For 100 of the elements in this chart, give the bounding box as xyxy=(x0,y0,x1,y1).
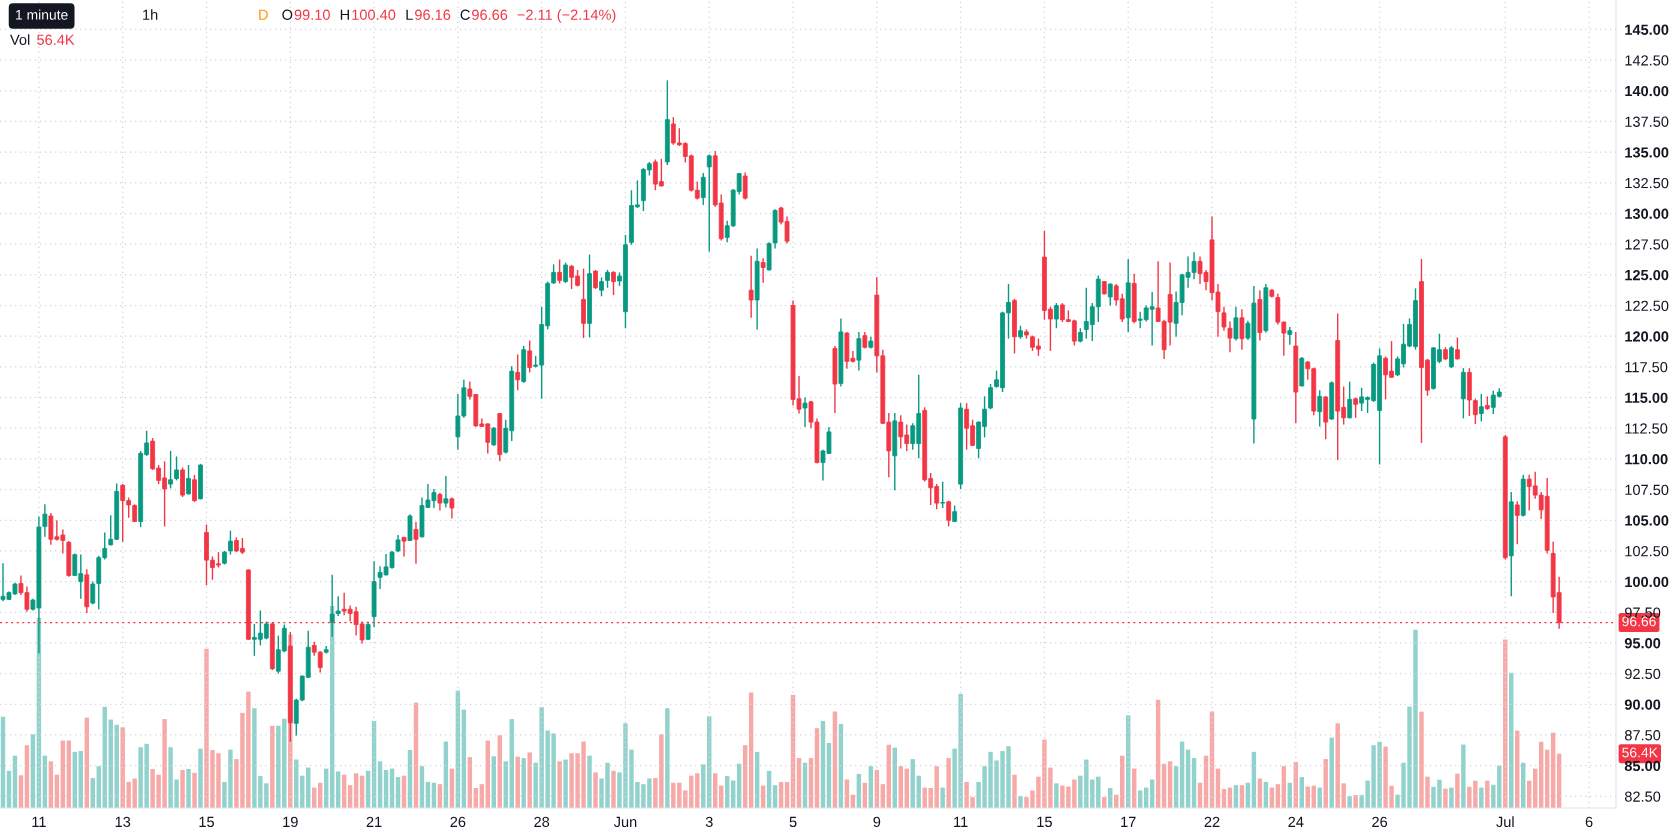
x-tick-label: Jun xyxy=(613,816,637,828)
candlestick xyxy=(946,499,952,528)
y-tick-label: 115.00 xyxy=(1625,392,1668,403)
candlestick xyxy=(1233,306,1239,342)
bar xyxy=(557,761,562,808)
x-tick-label: 19 xyxy=(283,816,298,828)
bar xyxy=(587,755,592,808)
y-tick-label: 132.50 xyxy=(1625,177,1669,189)
y-tick-label: 85.00 xyxy=(1624,760,1661,772)
annotation: C xyxy=(460,9,470,20)
candlestick xyxy=(581,268,586,339)
candlestick xyxy=(192,474,197,503)
bar xyxy=(192,772,197,808)
x-tick-label: 3 xyxy=(705,816,713,828)
x-tick-label: 9 xyxy=(873,816,881,828)
candlestick xyxy=(1514,500,1520,545)
candlestick xyxy=(563,261,568,284)
bar xyxy=(180,770,185,808)
x-tick-label: 6 xyxy=(1585,816,1593,828)
candlestick xyxy=(611,270,616,296)
candlestick xyxy=(802,396,808,428)
y-tick-label: 92.50 xyxy=(1625,668,1661,680)
y-tick-label: 137.50 xyxy=(1625,116,1669,127)
y-tick-label: 135.00 xyxy=(1625,147,1669,158)
annotation: L xyxy=(406,9,413,20)
candlestick xyxy=(742,171,748,201)
x-tick-label: 5 xyxy=(789,816,797,828)
y-tick-label: 122.50 xyxy=(1625,300,1669,311)
x-tick-label: 28 xyxy=(534,816,550,828)
candlestick xyxy=(186,464,191,496)
bar xyxy=(527,752,532,808)
ref-line-label: 96.66 xyxy=(1622,616,1656,627)
y-tick-label: 105.00 xyxy=(1625,515,1669,526)
bar xyxy=(270,725,275,808)
candlestick xyxy=(491,426,497,447)
y-tick-label: 102.50 xyxy=(1625,546,1669,557)
y-tick-label: 100.00 xyxy=(1625,576,1669,588)
y-tick-label: 125.00 xyxy=(1625,269,1669,281)
annotation: 96.66 xyxy=(472,9,508,20)
y-tick-label: 145.00 xyxy=(1625,24,1669,35)
bar xyxy=(1018,796,1023,808)
bar xyxy=(1485,780,1490,808)
candlestick xyxy=(551,263,557,285)
candlestick xyxy=(443,475,449,509)
bar xyxy=(1054,783,1059,808)
candlestick xyxy=(856,331,862,372)
candlestick xyxy=(599,276,604,298)
bar xyxy=(563,759,568,808)
candlestick xyxy=(1317,389,1323,428)
y-tick-label: 110.00 xyxy=(1625,454,1668,465)
candlestick xyxy=(760,257,766,284)
annotation: 1 minute xyxy=(16,9,68,20)
x-tick-label: 11 xyxy=(32,816,46,827)
candlestick xyxy=(174,455,179,482)
candlestick xyxy=(365,620,371,641)
candlestick xyxy=(168,450,173,490)
bar xyxy=(665,708,670,808)
y-tick-label: 107.50 xyxy=(1625,484,1669,496)
candlestick xyxy=(1053,302,1059,329)
candlestick xyxy=(557,258,563,285)
candlestick xyxy=(593,269,598,290)
y-tick-label: 95.00 xyxy=(1624,638,1661,649)
bar xyxy=(1329,737,1334,808)
candlestick xyxy=(706,153,712,253)
y-tick-label: 127.50 xyxy=(1625,239,1669,250)
text: 56.4K xyxy=(1622,747,1658,758)
y-tick-label: 120.00 xyxy=(1625,331,1669,342)
y-tick-label: 82.50 xyxy=(1624,791,1661,802)
bar xyxy=(186,769,191,808)
bar xyxy=(198,748,203,808)
annotation: 99.10 xyxy=(294,9,330,20)
candlestick xyxy=(1239,308,1245,351)
candlestick xyxy=(413,521,419,565)
y-tick-label: 142.50 xyxy=(1625,55,1669,66)
bar xyxy=(1443,788,1448,808)
candlestick xyxy=(1221,306,1227,332)
candlestick xyxy=(228,529,233,556)
y-tick-label: 130.00 xyxy=(1625,208,1669,219)
candlestick xyxy=(1107,282,1113,307)
candlestick xyxy=(700,172,706,206)
bar xyxy=(1461,744,1466,808)
x-tick-label: 17 xyxy=(1121,816,1136,827)
bar xyxy=(1012,774,1017,808)
chart-title: Vol xyxy=(10,34,30,45)
candlestick xyxy=(527,339,533,374)
bar xyxy=(593,772,598,808)
candlestick xyxy=(1347,380,1353,420)
candlestick xyxy=(1478,393,1484,423)
candlestick xyxy=(940,480,946,509)
bar xyxy=(1353,795,1358,808)
annotation: 96.16 xyxy=(415,9,451,20)
y-tick-label: 117.50 xyxy=(1625,361,1668,373)
y-tick-label: 112.50 xyxy=(1625,423,1668,434)
annotation: 56.4K xyxy=(37,34,75,45)
candlestick xyxy=(515,353,521,391)
y-tick-label: 87.50 xyxy=(1624,730,1661,741)
bar xyxy=(1449,787,1454,808)
candlestick xyxy=(1455,336,1460,361)
bar xyxy=(521,758,526,808)
bar xyxy=(1347,796,1352,808)
